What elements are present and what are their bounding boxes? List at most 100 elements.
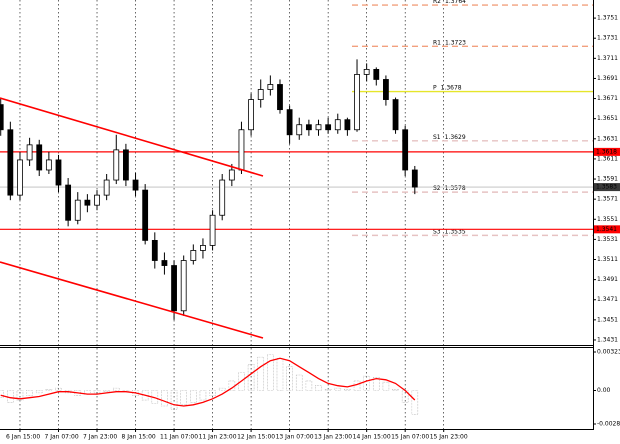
y-tick-label: 1.3591 [597, 176, 618, 183]
pivot-name: S1 [433, 133, 441, 140]
histogram-bar [344, 389, 351, 391]
x-tick-label: 14 Jan 15:00 [353, 434, 391, 441]
candle-body [315, 124, 322, 131]
candle-body [228, 169, 235, 181]
histogram-bar [353, 380, 361, 391]
candle-body [219, 179, 226, 216]
histogram-bar [209, 390, 216, 396]
axes: 1.3751 1.3731 1.3711 1.3691 1.3671 1.3651 1.36… [6, 15, 620, 441]
candle-body [171, 265, 177, 312]
histogram-bar [315, 385, 322, 391]
histogram-bar [392, 389, 399, 391]
candle-body [257, 89, 264, 100]
signal-line [0, 357, 416, 407]
candle-body [411, 169, 418, 188]
y-tick-label: 1.3551 [597, 216, 618, 223]
histogram-bar [324, 389, 332, 391]
histogram-bar [190, 390, 197, 403]
y2-tick-label: 0.00323 [597, 349, 620, 356]
x-tick-label: 8 Jan 15:00 [122, 434, 156, 441]
candle-body [103, 179, 110, 196]
histogram-bar [74, 390, 82, 396]
histogram-bar [16, 390, 24, 401]
histogram-bar [257, 356, 265, 391]
x-tick-label: 7 Jan 23:00 [83, 434, 117, 441]
histogram-bar [372, 377, 380, 391]
candle-body [17, 159, 23, 196]
histogram-bar [45, 389, 53, 391]
histogram-bar [0, 390, 5, 398]
histogram-bar [238, 372, 245, 391]
channel-lower [0, 261, 264, 339]
candle-body [354, 74, 360, 131]
histogram-bar [112, 387, 120, 391]
pivot-label: S2 1.3578 [433, 185, 466, 192]
candle-body [200, 245, 206, 251]
y-tick-label: 1.3671 [597, 95, 618, 102]
histogram-bar [334, 387, 342, 391]
candle-body [267, 84, 274, 90]
histogram-bar [199, 390, 207, 401]
candle-body [402, 129, 409, 171]
indicator [0, 354, 419, 415]
candle-body [142, 189, 149, 241]
candle-body [0, 104, 4, 131]
x-tick-label: 15 Jan 07:00 [391, 434, 429, 441]
histogram-bar [141, 390, 149, 401]
y-tick-label: 1.3491 [597, 276, 618, 283]
pivot-name: R2 [433, 0, 441, 5]
histogram-bar [93, 390, 101, 394]
pivot-label: P 1.3678 [433, 84, 462, 91]
candle-body [151, 239, 158, 261]
candle-body [45, 159, 52, 171]
pivot-label: R2 1.3764 [433, 0, 466, 5]
candle-body [248, 99, 254, 131]
histogram-bar [382, 381, 390, 391]
candle-body [161, 260, 168, 266]
pivot-name: S3 [433, 228, 441, 235]
price-line-label: 1.3541 [596, 226, 617, 233]
y2-tick-label: -0.00281 [597, 421, 620, 428]
pivot-value: 1.3578 [445, 185, 466, 192]
last-price-label: 1.3583 [596, 184, 617, 191]
candle-body [132, 179, 139, 191]
histogram-bar [161, 390, 168, 407]
candle-body [363, 69, 370, 75]
histogram-bar [26, 390, 33, 396]
y-tick-label: 1.3571 [597, 196, 618, 203]
price-line-label: 1.3618 [596, 148, 617, 155]
pivot-name: S2 [433, 185, 441, 192]
histogram-bar [305, 380, 313, 391]
candle-body [305, 124, 312, 131]
histogram-bar [132, 390, 139, 396]
pivot-label: R1 1.3723 [433, 39, 466, 46]
histogram-bar [295, 374, 303, 391]
pivot-value: 1.3678 [441, 84, 462, 91]
pivot-value: 1.3535 [445, 228, 466, 235]
y-tick-label: 1.3751 [597, 15, 618, 22]
y-tick-label: 1.3471 [597, 296, 618, 303]
y-tick-label: 1.3731 [597, 35, 618, 42]
y-tick-label: 1.3511 [597, 256, 618, 263]
histogram-bar [103, 390, 110, 392]
histogram-bar [55, 387, 62, 391]
last-price-box [594, 183, 620, 192]
candle-body [344, 119, 351, 131]
pivot-value: 1.3629 [445, 133, 466, 140]
histogram-bar [218, 387, 226, 391]
pivot-value: 1.3723 [445, 39, 466, 46]
y-tick-label: 1.3431 [597, 336, 618, 343]
candle-body [113, 149, 120, 181]
candle-body [36, 144, 43, 171]
candle-body [325, 124, 332, 131]
candle-body [286, 109, 293, 136]
candle-body [238, 129, 245, 171]
candle-body [373, 69, 380, 80]
price-line-box [594, 147, 620, 156]
pivot-label: S3 1.3535 [433, 228, 466, 235]
histogram-bar [247, 363, 255, 391]
pivot-name: R1 [433, 39, 441, 46]
y-tick-label: 1.3451 [597, 316, 618, 323]
